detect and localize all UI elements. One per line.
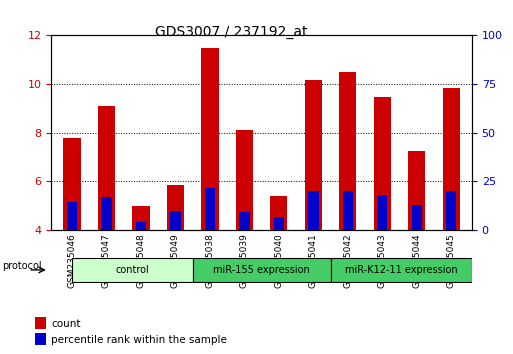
Bar: [443, 88, 460, 230]
Bar: [170, 211, 181, 230]
Bar: [274, 217, 284, 230]
Text: count: count: [51, 319, 81, 329]
Text: GDS3007 / 237192_at: GDS3007 / 237192_at: [154, 25, 307, 39]
FancyBboxPatch shape: [72, 258, 193, 282]
Bar: [411, 205, 422, 230]
Text: miR-155 expression: miR-155 expression: [213, 265, 310, 275]
Bar: [408, 151, 425, 230]
Bar: [343, 191, 353, 230]
Bar: [101, 197, 112, 230]
Bar: [35, 317, 46, 329]
Bar: [98, 106, 115, 230]
Bar: [377, 195, 387, 230]
Bar: [201, 47, 219, 230]
Bar: [270, 196, 287, 230]
Text: percentile rank within the sample: percentile rank within the sample: [51, 335, 227, 345]
Bar: [239, 212, 249, 230]
FancyBboxPatch shape: [330, 258, 472, 282]
Text: control: control: [115, 265, 149, 275]
Bar: [35, 333, 46, 345]
Bar: [167, 185, 184, 230]
Bar: [236, 130, 253, 230]
Text: miR-K12-11 expression: miR-K12-11 expression: [345, 265, 458, 275]
Bar: [67, 202, 77, 230]
Bar: [64, 138, 81, 230]
Bar: [339, 72, 357, 230]
Bar: [136, 222, 146, 230]
Bar: [305, 80, 322, 230]
Bar: [446, 191, 457, 230]
Bar: [373, 97, 391, 230]
FancyBboxPatch shape: [193, 258, 330, 282]
Bar: [205, 188, 215, 230]
Text: protocol: protocol: [3, 261, 42, 271]
Bar: [132, 206, 150, 230]
Bar: [308, 191, 319, 230]
